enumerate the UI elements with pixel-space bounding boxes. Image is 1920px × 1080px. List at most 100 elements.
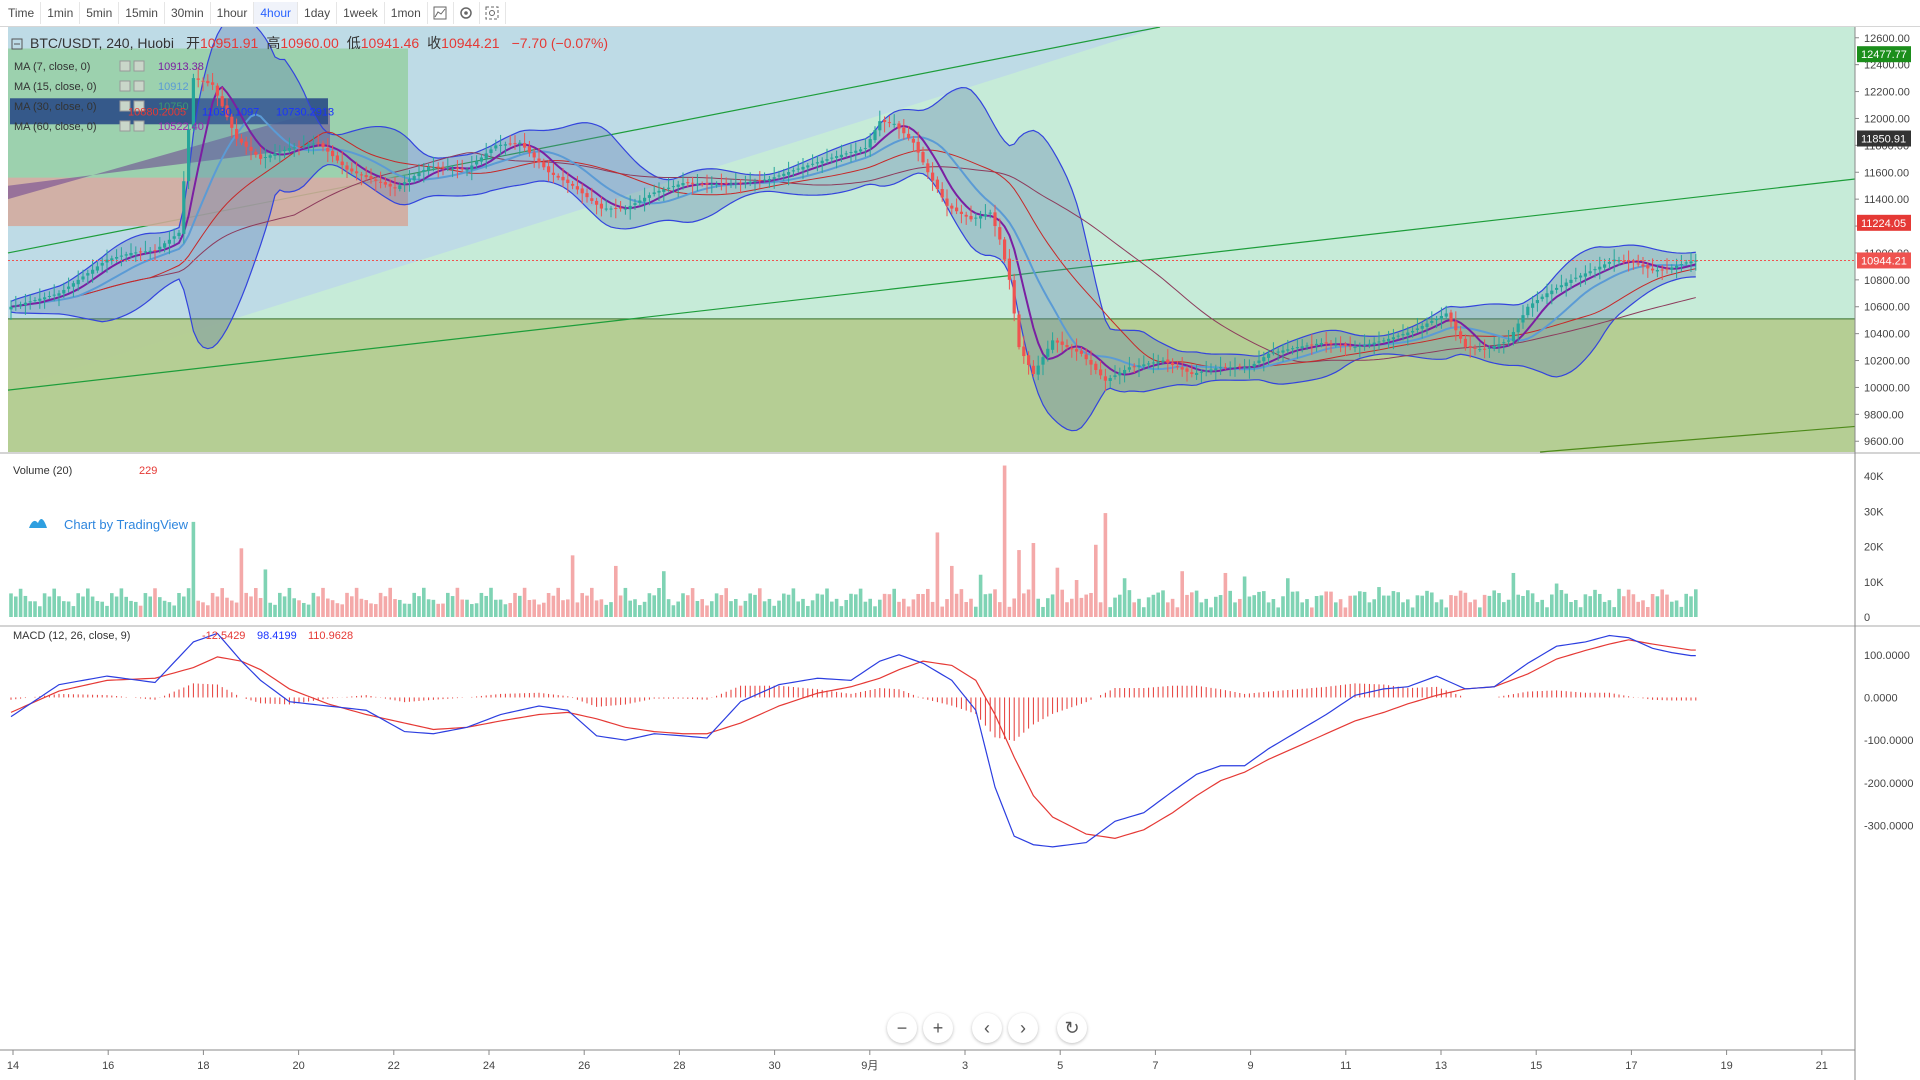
volume-bar — [695, 600, 700, 617]
volume-bar — [1530, 593, 1535, 617]
time-tick-label: 17 — [1625, 1060, 1637, 1072]
tf-1min[interactable]: 1min — [41, 2, 81, 24]
volume-bar — [1007, 606, 1012, 617]
volume-bar — [1098, 602, 1103, 617]
tf-time[interactable]: Time — [2, 2, 42, 24]
candle-body — [1574, 277, 1578, 279]
volume-bar — [306, 604, 311, 617]
volume-bar — [666, 599, 671, 617]
candle-body — [1219, 367, 1223, 369]
volume-bar — [940, 606, 944, 617]
volume-bar — [498, 599, 503, 617]
screenshot-icon[interactable] — [480, 2, 506, 24]
tf-1mon[interactable]: 1mon — [385, 2, 428, 24]
volume-bar — [1055, 567, 1060, 617]
tradingview-chart[interactable]: 12600.0012400.0012200.0012000.0011800.00… — [0, 27, 1920, 1080]
volume-bar — [292, 598, 296, 617]
candle-body — [1027, 355, 1031, 366]
volume-bar — [748, 593, 752, 617]
candle-body — [657, 190, 661, 193]
macd-tick-label: -300.0000 — [1864, 821, 1914, 833]
candle-body — [561, 176, 565, 181]
volume-bar — [527, 599, 532, 617]
candle-body — [326, 147, 330, 152]
volume-bar — [110, 593, 114, 617]
volume-bar — [945, 599, 949, 617]
candle-body — [321, 143, 325, 148]
candle-body — [1051, 340, 1055, 350]
volume-bar — [153, 588, 157, 617]
volume-bar — [892, 588, 896, 617]
tf-15min[interactable]: 15min — [119, 2, 165, 24]
tf-1hour[interactable]: 1hour — [211, 2, 255, 24]
candle-body — [1195, 372, 1199, 375]
volume-bar — [1449, 595, 1453, 617]
candle-body — [988, 212, 992, 214]
volume-bar — [1391, 591, 1396, 617]
candle-body — [283, 149, 287, 152]
price-tick-label: 11600.00 — [1864, 167, 1909, 179]
volume-bar — [556, 587, 560, 617]
candle-body — [1655, 269, 1659, 272]
volume-bar — [105, 605, 109, 617]
volume-bar — [426, 599, 431, 617]
settings-icon[interactable] — [454, 2, 480, 24]
tf-4hour[interactable]: 4hour — [254, 2, 299, 24]
candle-body — [854, 150, 858, 153]
candle-body — [839, 154, 843, 158]
candle-body — [259, 154, 263, 159]
candle-body — [235, 128, 239, 139]
volume-bar — [1314, 596, 1319, 617]
price-tick-label: 9600.00 — [1864, 436, 1904, 448]
candle-body — [143, 251, 147, 253]
volume-bar — [1180, 571, 1184, 617]
candle-body — [1214, 368, 1218, 371]
candle-body — [1396, 335, 1400, 337]
volume-bars — [9, 465, 1698, 617]
volume-bar — [1290, 591, 1295, 617]
chart-style-icon[interactable] — [428, 2, 454, 24]
volume-bar — [513, 592, 517, 617]
candle-body — [398, 185, 402, 189]
volume-bar — [570, 555, 575, 617]
tf-30min[interactable]: 30min — [165, 2, 211, 24]
candle-body — [1271, 352, 1275, 354]
candle-body — [489, 149, 493, 154]
candle-body — [254, 151, 258, 155]
indicator-settings-icon — [119, 60, 131, 72]
legend-change: −7.70 (−0.07%) — [512, 35, 609, 51]
candle-body — [1660, 269, 1664, 271]
volume-bar — [129, 600, 133, 617]
volume-bar — [263, 569, 268, 617]
candle-body — [542, 162, 546, 168]
zoom-in-button[interactable]: + — [923, 1013, 953, 1043]
tf-5min[interactable]: 5min — [80, 2, 120, 24]
volume-bar — [503, 604, 508, 617]
volume-bar — [1329, 591, 1333, 617]
indicator-close-icon — [133, 60, 145, 72]
candle-body — [28, 301, 32, 303]
candle-body — [110, 258, 114, 261]
candle-body — [71, 283, 75, 287]
volume-bar — [1127, 590, 1132, 617]
candle-body — [1555, 287, 1559, 290]
tf-1week[interactable]: 1week — [337, 2, 385, 24]
volume-bar — [234, 602, 239, 617]
candle-body — [1463, 338, 1467, 348]
candle-body — [1243, 367, 1247, 369]
volume-bar — [724, 588, 728, 617]
tf-1day[interactable]: 1day — [298, 2, 338, 24]
reset-chart-button[interactable]: ↻ — [1057, 1013, 1087, 1043]
scroll-right-button[interactable]: › — [1008, 1013, 1038, 1043]
scroll-left-button[interactable]: ‹ — [972, 1013, 1002, 1043]
candle-body — [1646, 265, 1650, 269]
volume-bar — [230, 600, 234, 617]
candle-body — [1175, 366, 1179, 368]
volume-bar — [1396, 592, 1400, 617]
candle-body — [767, 178, 771, 181]
time-tick-label: 20 — [292, 1060, 304, 1072]
volume-bar — [580, 593, 584, 617]
candle-body — [1531, 303, 1535, 308]
zoom-out-button[interactable]: − — [887, 1013, 917, 1043]
candle-body — [945, 198, 949, 206]
